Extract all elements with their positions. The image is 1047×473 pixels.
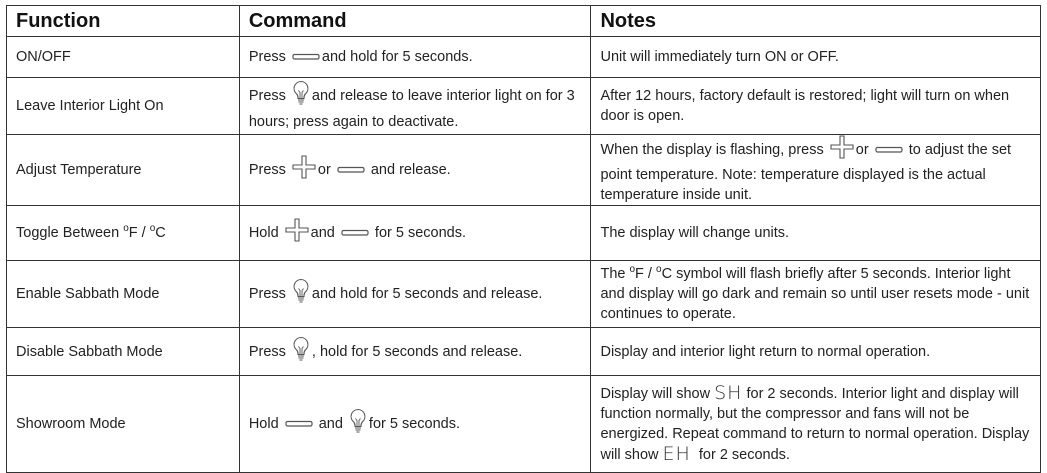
minus-button-icon [337,160,365,180]
table-row: Adjust Temperature Press or and release. W… [6,134,1041,206]
notes-cell: The display will change units. [590,205,1041,261]
command-cell: Press and release to leave interior ligh… [238,77,592,135]
notes-cell: After 12 hours, factory default is resto… [590,77,1041,135]
cell-text: C [155,225,166,241]
notes-cell: When the display is flashing, press or t… [590,134,1041,206]
cell-text: Press [248,87,290,104]
display-code: SH [714,382,743,404]
degree-symbol: o [656,264,662,275]
command-cell: Press and hold for 5 seconds and release… [238,260,592,328]
cell-text: , hold for 5 seconds and release. [311,343,523,360]
notes-cell: Display and interior light return to nor… [590,327,1041,376]
cell-text: Toggle Between [16,225,124,241]
plus-button-icon [285,218,309,248]
cell-text: and release to leave interior light on f… [248,87,579,130]
cell-text: Adjust Temperature [16,162,142,178]
plus-button-icon [830,135,854,165]
header-function: Function [6,5,240,37]
plus-button-icon [292,155,316,185]
function-cell: Enable Sabbath Mode [6,260,240,328]
function-cell: Disable Sabbath Mode [6,327,240,376]
cell-text: for 2 seconds. [690,447,790,463]
notes-cell: Display will show SH for 2 seconds. Inte… [590,375,1041,473]
cell-text: After 12 hours, factory default is resto… [600,88,1014,124]
minus-button-icon [292,47,320,67]
cell-text: for 5 seconds. [368,415,460,432]
function-cell: Showroom Mode [6,375,240,473]
notes-cell: Unit will immediately turn ON or OFF. [590,36,1041,78]
cell-text: Press [248,161,290,178]
header-command: Command [238,5,592,37]
degree-symbol: o [629,264,636,275]
cell-text: for 2 seconds. Interior light and displa… [600,386,1034,463]
minus-button-icon [875,140,903,160]
function-cell: Adjust Temperature [6,134,240,206]
cell-text: Leave Interior Light On [16,98,164,114]
cell-text: Display and interior light return to nor… [600,343,931,360]
minus-button-icon [341,223,369,243]
command-cell: Press or and release. [238,134,592,206]
cell-text: or [317,161,335,178]
header-row: Function Command Notes [6,5,1041,37]
table-row: Disable Sabbath Mode Press , hold for 5 s… [6,327,1041,376]
minus-button-icon [285,414,313,434]
header-notes: Notes [590,5,1041,37]
cell-text: Press [248,343,290,360]
command-cell: Press , hold for 5 seconds and release. [238,327,592,376]
cell-text: The [600,266,630,282]
command-cell: Hold and for 5 seconds. [238,205,592,261]
cell-text: and hold for 5 seconds. [321,48,473,65]
cell-text: Hold [248,415,283,432]
cell-text: Showroom Mode [16,416,126,432]
cell-text: Enable Sabbath Mode [16,286,160,302]
cell-text: C symbol will flash briefly after 5 seco… [600,266,1034,322]
bulb-button-icon [349,408,367,440]
cell-text: Hold [248,224,283,241]
cell-text: and hold for 5 seconds and release. [311,285,543,302]
bulb-button-icon [292,80,310,112]
command-cell: Press and hold for 5 seconds. [238,36,592,78]
cell-text: Press [248,285,290,302]
table-row: Enable Sabbath Mode Press and hold for 5 … [6,260,1041,328]
function-command-table: Function Command Notes ON/OFF Press and h… [6,5,1041,473]
table-row: ON/OFF Press and hold for 5 seconds. Unit … [6,36,1041,78]
cell-text: Display will show [600,386,715,402]
table-row: Showroom Mode Hold and for 5 seconds. Disp… [6,375,1041,473]
cell-text: and [314,415,347,432]
cell-text: to adjust the set point temperature. Not… [600,141,1016,203]
cell-text: and release. [366,161,451,178]
function-cell: Leave Interior Light On [6,77,240,135]
cell-text: Disable Sabbath Mode [16,343,163,360]
table-row: Leave Interior Light On Press and release… [6,77,1041,135]
cell-text: When the display is flashing, press [600,141,828,158]
cell-text: or [855,141,873,158]
bulb-button-icon [292,336,310,368]
display-code: EH [662,443,691,465]
degree-symbol: o [123,223,129,234]
cell-text: for 5 seconds. [370,224,467,241]
notes-cell: The oF / oC symbol will flash briefly af… [590,260,1041,328]
table-row: Toggle Between oF / oC Hold and for 5 sec… [6,205,1041,261]
command-cell: Hold and for 5 seconds. [238,375,592,473]
function-cell: Toggle Between oF / oC [6,205,240,261]
cell-text: Press [248,48,290,65]
cell-text: and [310,224,339,241]
cell-text: F / [128,225,150,241]
degree-symbol: o [149,223,156,234]
cell-text: The display will change units. [600,225,790,241]
bulb-button-icon [292,278,310,310]
function-cell: ON/OFF [6,36,240,78]
cell-text: ON/OFF [16,49,71,65]
cell-text: F / [635,266,656,282]
cell-text: Unit will immediately turn ON or OFF. [600,49,839,65]
